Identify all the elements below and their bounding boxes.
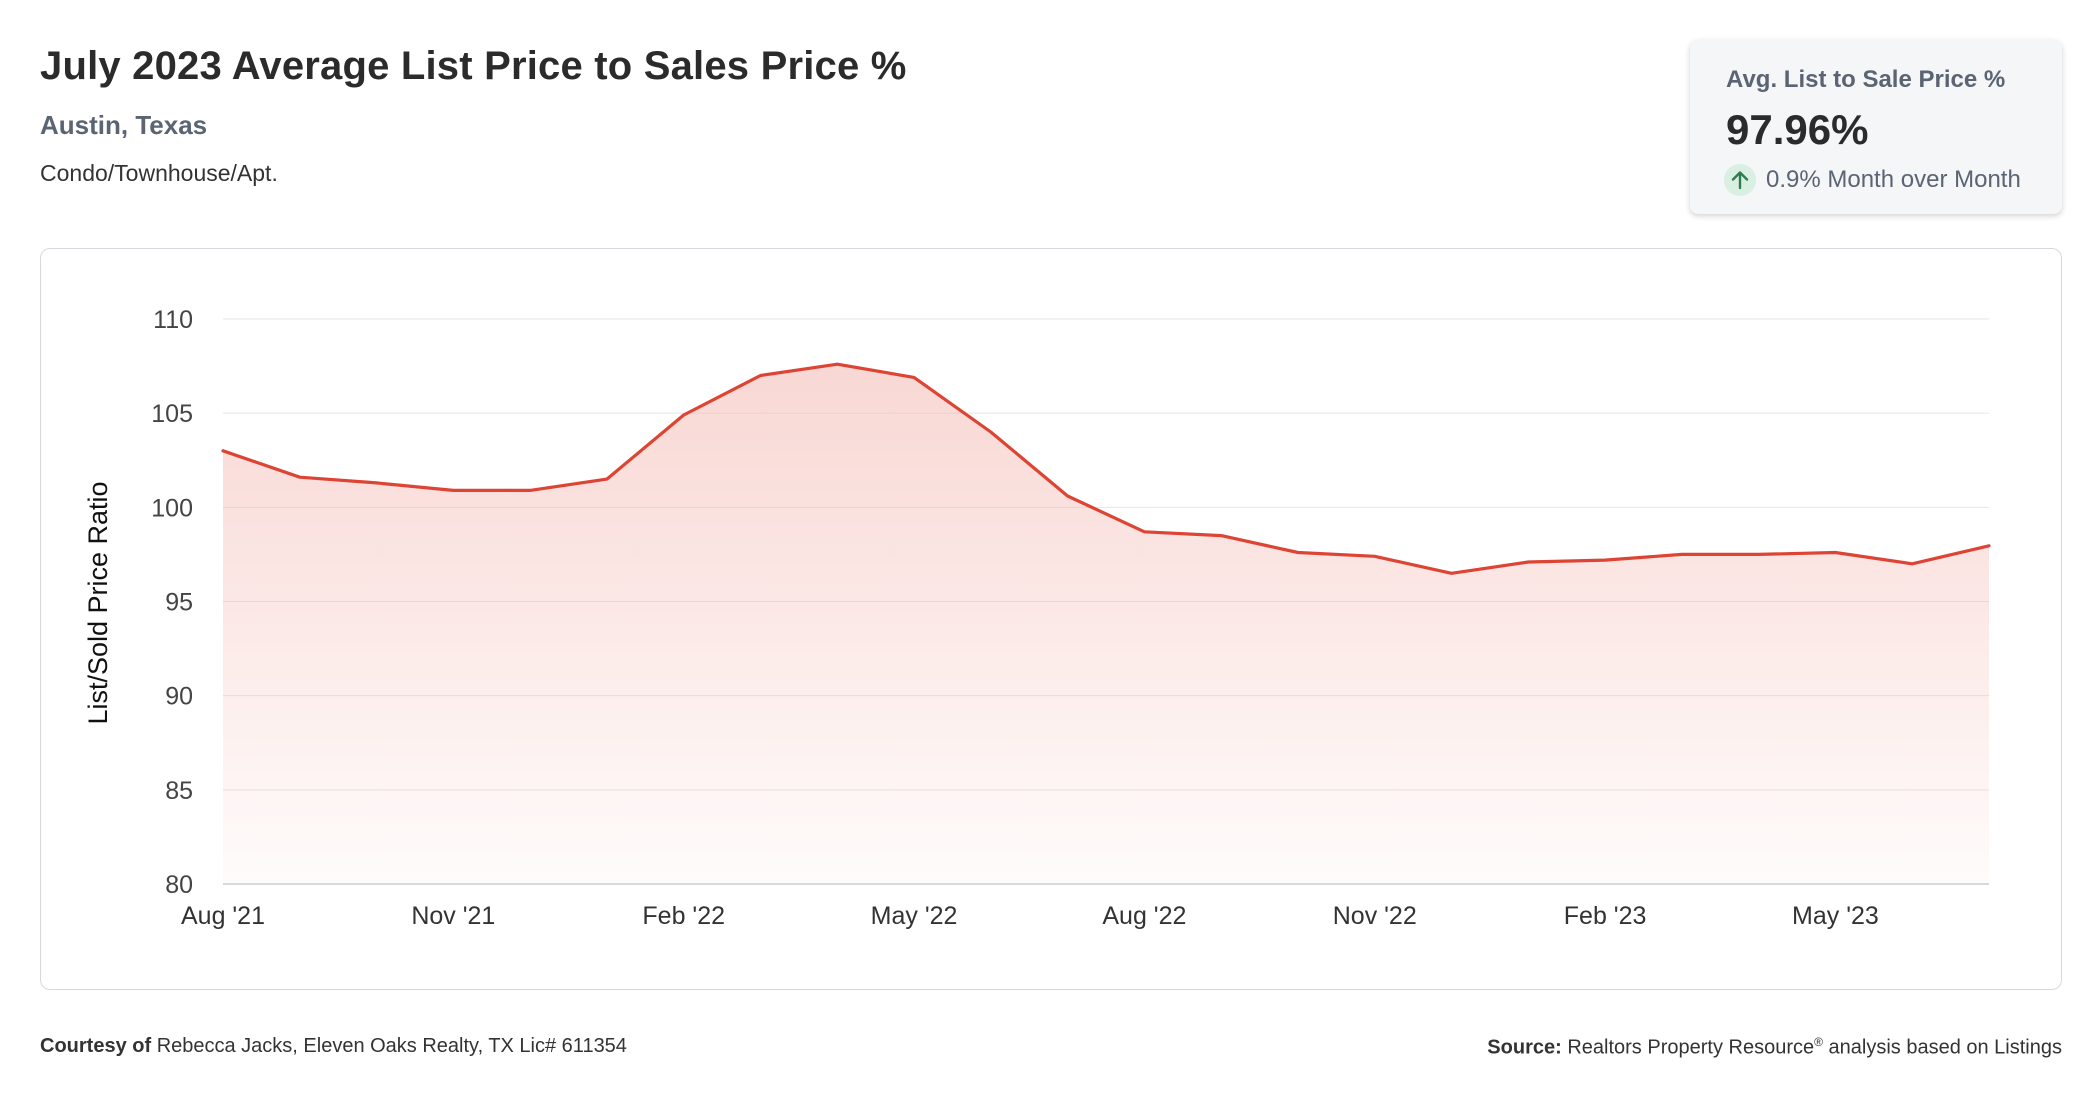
- source-text-2: analysis based on Listings: [1828, 1036, 2062, 1059]
- x-tick-label: May '22: [871, 902, 958, 930]
- data-point[interactable]: [447, 484, 459, 496]
- data-point[interactable]: [678, 409, 690, 421]
- data-point[interactable]: [1599, 554, 1611, 566]
- data-point[interactable]: [1369, 550, 1381, 562]
- y-tick-label: 90: [165, 683, 193, 711]
- x-tick-label: Aug '22: [1102, 902, 1186, 930]
- source-footer: Source: Realtors Property Resource® anal…: [1487, 1035, 2062, 1060]
- property-type-label: Condo/Townhouse/Apt.: [40, 160, 278, 186]
- data-point[interactable]: [1215, 530, 1227, 542]
- y-tick-label: 100: [151, 494, 193, 522]
- data-point[interactable]: [217, 445, 229, 457]
- data-point[interactable]: [1446, 567, 1458, 579]
- y-tick-label: 85: [165, 777, 193, 805]
- area-chart: 80 85 90 95 100 105 110 Aug '21 Nov '21 Feb '22 Ma…: [83, 306, 1995, 930]
- kpi-change: 0.9% Month over Month: [1724, 164, 2021, 196]
- x-tick-label: Feb '22: [642, 902, 725, 930]
- y-tick-label: 80: [165, 871, 193, 899]
- data-point[interactable]: [1676, 548, 1688, 560]
- data-point[interactable]: [1906, 558, 1918, 570]
- y-tick-label: 95: [165, 589, 193, 617]
- x-tick-label: Feb '23: [1564, 902, 1647, 930]
- page-title: July 2023 Average List Price to Sales Pr…: [40, 44, 907, 88]
- source-text: Realtors Property Resource: [1567, 1036, 1815, 1059]
- arrow-up-icon: [1724, 164, 1756, 196]
- courtesy-label: Courtesy of: [40, 1035, 152, 1057]
- kpi-change-text: 0.9% Month over Month: [1766, 166, 2021, 193]
- data-point[interactable]: [1522, 556, 1534, 568]
- kpi-label: Avg. List to Sale Price %: [1726, 66, 2006, 93]
- data-point[interactable]: [601, 473, 613, 485]
- data-point[interactable]: [908, 371, 920, 383]
- kpi-card: Avg. List to Sale Price % 97.96% 0.9% Mo…: [1690, 40, 2062, 214]
- x-tick-label: Nov '22: [1333, 902, 1417, 930]
- data-point[interactable]: [985, 426, 997, 438]
- x-tick-label: May '23: [1792, 902, 1879, 930]
- x-tick-label: Aug '21: [181, 902, 265, 930]
- location-subtitle: Austin, Texas: [40, 110, 208, 140]
- data-point[interactable]: [371, 477, 383, 489]
- data-point[interactable]: [754, 370, 766, 382]
- y-axis-label: List/Sold Price Ratio: [83, 481, 113, 724]
- data-point[interactable]: [1829, 547, 1841, 559]
- data-point[interactable]: [1753, 548, 1765, 560]
- series-area-fill: [223, 364, 1989, 884]
- x-tick-label: Nov '21: [411, 902, 495, 930]
- data-point[interactable]: [1292, 547, 1304, 559]
- source-label: Source:: [1487, 1036, 1562, 1059]
- y-tick-label: 110: [153, 306, 193, 334]
- data-point[interactable]: [1983, 540, 1995, 552]
- y-tick-label: 105: [151, 400, 193, 428]
- courtesy-footer: Courtesy of Rebecca Jacks, Eleven Oaks R…: [40, 1035, 627, 1058]
- chart-container: 80 85 90 95 100 105 110 Aug '21 Nov '21 Feb '22 Ma…: [40, 248, 2062, 990]
- courtesy-text: Rebecca Jacks, Eleven Oaks Realty, TX Li…: [156, 1035, 627, 1057]
- kpi-value: 97.96%: [1726, 106, 1869, 153]
- data-point[interactable]: [1138, 526, 1150, 538]
- series-line: [221, 362, 1991, 575]
- data-point[interactable]: [1062, 490, 1074, 502]
- data-point[interactable]: [831, 358, 843, 370]
- data-point[interactable]: [294, 471, 306, 483]
- data-point[interactable]: [524, 484, 536, 496]
- registered-mark: ®: [1814, 1035, 1823, 1049]
